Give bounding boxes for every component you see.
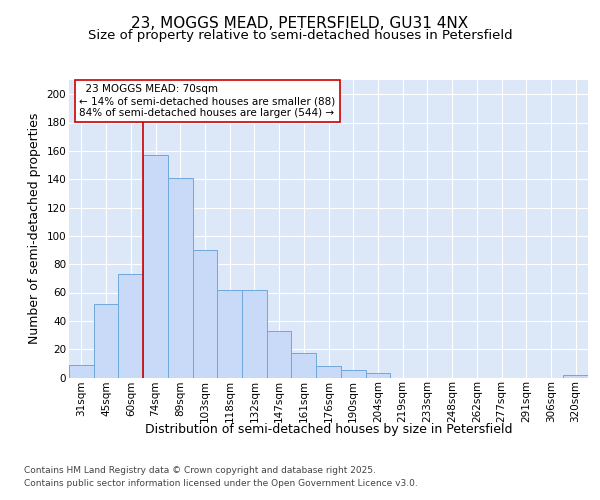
Bar	[118, 274, 143, 378]
Bar	[563, 374, 588, 378]
Text: 23 MOGGS MEAD: 70sqm
← 14% of semi-detached houses are smaller (88)
84% of semi-: 23 MOGGS MEAD: 70sqm ← 14% of semi-detac…	[79, 84, 335, 117]
Bar	[365, 373, 390, 378]
Bar	[341, 370, 365, 378]
Bar	[217, 290, 242, 378]
Bar	[94, 304, 118, 378]
Text: 23, MOGGS MEAD, PETERSFIELD, GU31 4NX: 23, MOGGS MEAD, PETERSFIELD, GU31 4NX	[131, 16, 469, 31]
Bar	[267, 331, 292, 378]
Bar	[69, 365, 94, 378]
Text: Contains HM Land Registry data © Crown copyright and database right 2025.: Contains HM Land Registry data © Crown c…	[24, 466, 376, 475]
Text: Distribution of semi-detached houses by size in Petersfield: Distribution of semi-detached houses by …	[145, 422, 512, 436]
Bar	[316, 366, 341, 378]
Bar	[242, 290, 267, 378]
Text: Contains public sector information licensed under the Open Government Licence v3: Contains public sector information licen…	[24, 479, 418, 488]
Bar	[193, 250, 217, 378]
Y-axis label: Number of semi-detached properties: Number of semi-detached properties	[28, 113, 41, 344]
Bar	[143, 155, 168, 378]
Bar	[168, 178, 193, 378]
Bar	[292, 354, 316, 378]
Text: Size of property relative to semi-detached houses in Petersfield: Size of property relative to semi-detach…	[88, 29, 512, 42]
